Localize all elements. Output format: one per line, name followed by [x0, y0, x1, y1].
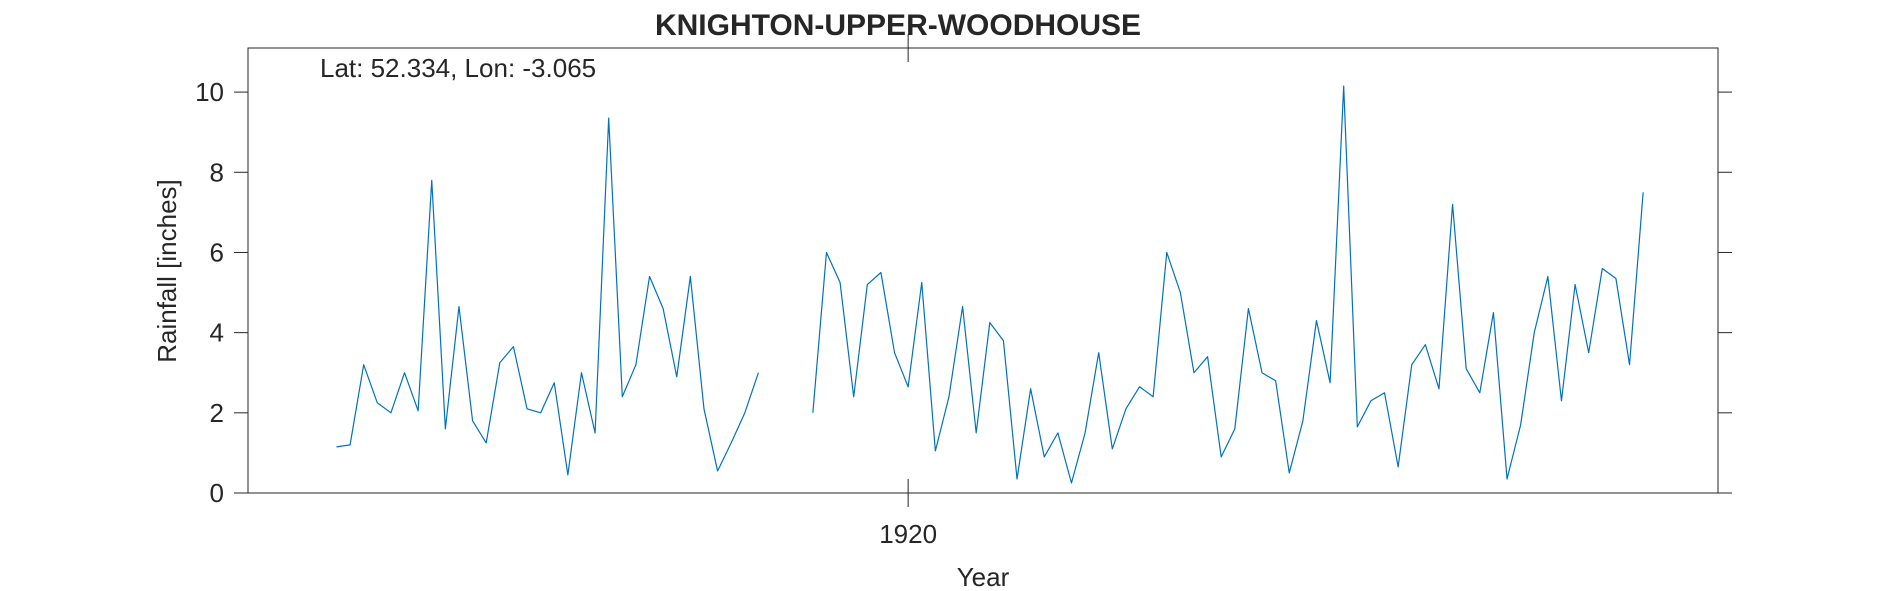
- y-tick-label: 8: [210, 157, 224, 187]
- x-tick-label: 1920: [879, 519, 937, 549]
- chart-title: KNIGHTON-UPPER-WOODHOUSE: [655, 9, 1141, 42]
- y-tick-label: 0: [210, 478, 224, 508]
- plot-area: [247, 47, 1719, 494]
- y-tick-label: 6: [210, 237, 224, 267]
- y-tick-label: 2: [210, 398, 224, 428]
- y-tick-label: 10: [195, 77, 224, 107]
- axis-ticks: 0 2 4 6 8 10 1920: [195, 34, 1732, 549]
- rainfall-series-line: [812, 85, 1644, 484]
- x-axis-label: Year: [957, 562, 1010, 591]
- series-lines: [336, 85, 1644, 484]
- location-annotation: Lat: 52.334, Lon: -3.065: [320, 53, 596, 83]
- y-axis-label: Rainfall [inches]: [152, 179, 182, 363]
- y-tick-label: 4: [210, 318, 224, 348]
- rainfall-series-line: [336, 117, 759, 476]
